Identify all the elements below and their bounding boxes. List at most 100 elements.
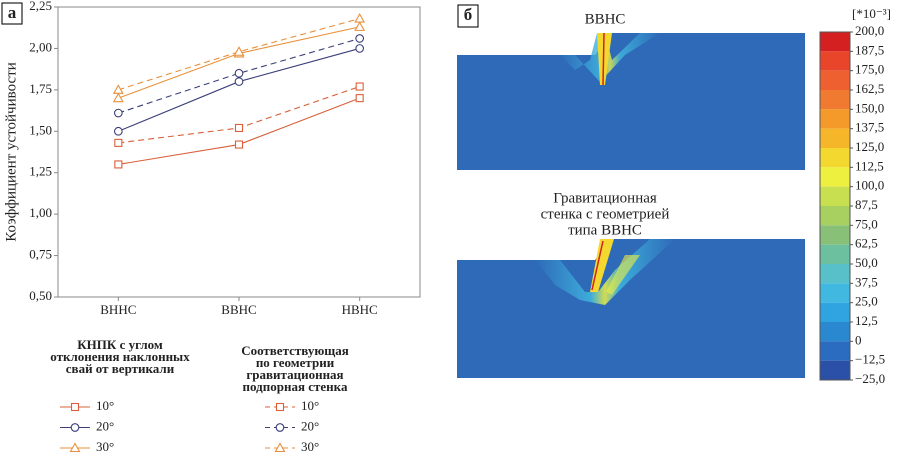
- legend-label: 30°: [301, 439, 319, 454]
- y-tick-label: 1,75: [29, 81, 52, 96]
- colorbar-label: −25,0: [855, 371, 885, 386]
- colorbar-label: 0: [855, 332, 862, 347]
- colorbar-label: 25,0: [855, 294, 878, 309]
- legend-label: 10°: [96, 398, 114, 413]
- marker: [275, 423, 285, 432]
- panel-title: стенка с геометрией: [541, 206, 670, 222]
- marker: [234, 140, 244, 149]
- colorbar-band: [820, 225, 850, 245]
- marker: [112, 92, 124, 103]
- colorbar-band: [820, 322, 850, 342]
- legend-title: подпорная стенка: [243, 379, 348, 394]
- legend-title: Соответствующая: [241, 343, 349, 358]
- colorbar-band: [820, 264, 850, 284]
- colorbar-label: 50,0: [855, 255, 878, 270]
- y-axis-label: Коэффициент устойчивости: [3, 62, 19, 241]
- colorbar-label: 112,5: [855, 158, 884, 173]
- marker: [114, 160, 123, 169]
- legend-title: КНПК с углом: [77, 337, 163, 352]
- legend-title: свай от вертикали: [66, 361, 175, 376]
- series-line: [118, 18, 360, 91]
- marker: [354, 21, 366, 31]
- colorbar-label: 187,5: [855, 42, 884, 57]
- contour-top: [457, 32, 805, 170]
- marker: [355, 34, 365, 43]
- marker: [233, 46, 245, 56]
- marker: [112, 84, 124, 94]
- panel-title: Гравитационная: [553, 190, 657, 206]
- marker: [355, 82, 364, 91]
- panel-label: б: [464, 5, 473, 24]
- marker: [234, 123, 244, 133]
- colorbar-band: [820, 90, 850, 110]
- colorbar-band: [820, 244, 850, 264]
- colorbar-band: [820, 360, 850, 380]
- colorbar-label: 100,0: [855, 178, 884, 193]
- colorbar-label: 150,0: [855, 100, 884, 115]
- marker: [70, 423, 80, 432]
- legend-label: 20°: [301, 418, 319, 433]
- legend-title: по геометрии: [256, 355, 335, 370]
- colorbar-band: [820, 206, 850, 226]
- colorbar-band: [820, 70, 850, 90]
- legend-label: 20°: [96, 418, 114, 433]
- colorbar-label: −12,5: [855, 352, 885, 367]
- y-tick-label: 2,25: [29, 0, 52, 13]
- y-tick-label: 1,50: [29, 122, 52, 137]
- panel-title: типа ВВНС: [568, 222, 642, 238]
- marker: [70, 402, 80, 412]
- marker: [69, 442, 81, 453]
- colorbar-band: [820, 109, 850, 129]
- y-tick-label: 1,00: [29, 205, 52, 220]
- marker: [355, 44, 365, 53]
- series-line: [118, 26, 360, 99]
- marker: [354, 12, 366, 23]
- legend-label: 30°: [96, 439, 114, 454]
- marker: [275, 402, 285, 412]
- colorbar-band: [820, 302, 850, 322]
- marker: [114, 138, 123, 147]
- panel-label: а: [8, 3, 17, 22]
- marker: [113, 126, 123, 136]
- colorbar-label: 125,0: [855, 139, 884, 154]
- marker: [355, 94, 364, 103]
- colorbar-label: 162,5: [855, 81, 884, 96]
- colorbar-band: [820, 32, 850, 52]
- colorbar-band: [820, 148, 850, 168]
- legend-title: гравитационная: [246, 367, 343, 382]
- series-line: [118, 86, 360, 144]
- series-line: [118, 37, 360, 114]
- marker: [234, 77, 244, 86]
- legend-title: отклонения наклонных: [50, 349, 190, 364]
- y-tick-label: 0,50: [29, 288, 52, 303]
- colorbar-label: 137,5: [855, 120, 884, 135]
- colorbar-band: [820, 167, 850, 187]
- x-tick-label: ВВНС: [221, 302, 256, 317]
- y-tick-label: 0,75: [29, 247, 52, 262]
- y-tick-label: 2,00: [29, 39, 52, 54]
- colorbar-band: [820, 341, 850, 361]
- x-tick-label: ВННС: [100, 302, 136, 317]
- colorbar-band: [820, 283, 850, 303]
- colorbar-label: 175,0: [855, 62, 884, 77]
- colorbar-label: 75,0: [855, 216, 878, 231]
- panel-title: ВВНС: [585, 11, 626, 27]
- panel-label-box: [457, 4, 479, 28]
- marker: [234, 68, 244, 78]
- x-tick-label: НВНС: [342, 302, 378, 317]
- y-tick-label: 1,25: [29, 164, 52, 179]
- colorbar-unit: [*10⁻³]: [852, 6, 891, 21]
- marker: [113, 108, 123, 118]
- colorbar-label: 62,5: [855, 236, 878, 251]
- marker: [274, 442, 286, 453]
- colorbar-label: 37,5: [855, 274, 878, 289]
- colorbar-label: 87,5: [855, 197, 878, 212]
- colorbar-band: [820, 186, 850, 206]
- colorbar-label: 200,0: [855, 23, 884, 38]
- colorbar-band: [820, 128, 850, 148]
- series-line: [118, 47, 360, 132]
- colorbar-label: 12,5: [855, 313, 878, 328]
- panel-label-box: [1, 2, 23, 25]
- contour-bottom: [457, 239, 805, 378]
